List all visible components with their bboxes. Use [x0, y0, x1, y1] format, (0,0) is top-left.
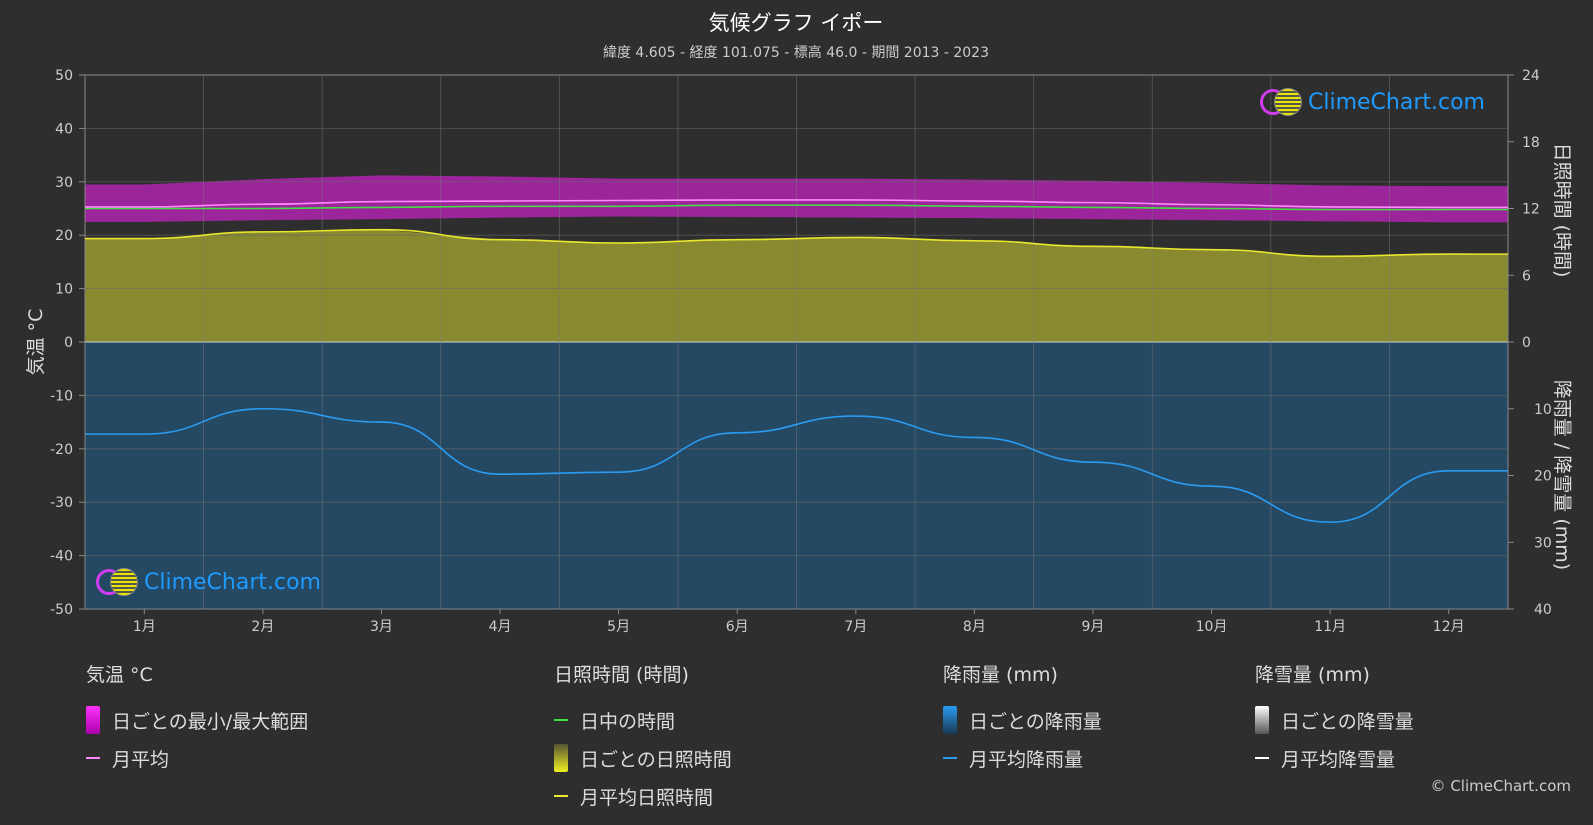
- left-tick-label: -10: [50, 388, 73, 404]
- legend-title: 日照時間 (時間): [554, 664, 689, 686]
- legend-label: 日ごとの降雪量: [1281, 710, 1414, 733]
- right-bottom-tick-label: 40: [1534, 602, 1552, 618]
- right-bottom-tick-label: 10: [1534, 402, 1552, 418]
- sunshine-avg-line: [84, 228, 1508, 258]
- swatch: [554, 795, 568, 797]
- x-tick-label: 9月: [1081, 619, 1104, 635]
- x-tick-label: 8月: [963, 619, 986, 635]
- logo-sun-icon: [1274, 88, 1302, 116]
- left-tick-label: -50: [50, 602, 73, 618]
- legend-snow: 降雪量 (mm) 日ごとの降雪量 月平均降雪量: [1255, 660, 1414, 777]
- x-tick-label: 6月: [726, 619, 749, 635]
- logo-bottom[interactable]: ClimeChart.com: [96, 568, 321, 596]
- legend-label: 月平均: [112, 748, 170, 771]
- legend-item: 日ごとの日照時間: [554, 739, 732, 777]
- swatch: [943, 757, 957, 759]
- left-tick-label: 30: [55, 175, 73, 191]
- legend-sunshine: 日照時間 (時間) 日中の時間 日ごとの日照時間 月平均日照時間: [554, 660, 732, 815]
- logo-top[interactable]: ClimeChart.com: [1260, 88, 1485, 116]
- right-top-tick-label: 6: [1522, 268, 1531, 284]
- chart-title: 気候グラフ イポー: [709, 11, 884, 35]
- swatch: [86, 757, 100, 759]
- logo-sun-icon: [110, 568, 138, 596]
- legend-label: 日ごとの最小/最大範囲: [112, 710, 309, 733]
- right-bottom-axis-label: 降雨量 / 降雪量 (mm): [1551, 380, 1573, 570]
- swatch: [86, 706, 100, 734]
- right-top-axis-label: 日照時間 (時間): [1551, 143, 1573, 278]
- legend-item: 日ごとの降雨量: [943, 701, 1102, 739]
- logo-text: ClimeChart.com: [144, 569, 321, 595]
- swatch: [1255, 757, 1269, 759]
- x-tick-label: 3月: [370, 619, 393, 635]
- legend-title: 降雪量 (mm): [1255, 664, 1370, 686]
- legend-label: 月平均日照時間: [580, 786, 714, 809]
- legend-item: 日ごとの降雪量: [1255, 701, 1414, 739]
- right-bottom-tick-label: 20: [1534, 469, 1552, 485]
- left-tick-label: -20: [50, 442, 73, 458]
- legend-item: 月平均日照時間: [554, 777, 732, 815]
- legend-label: 日中の時間: [580, 710, 676, 733]
- x-tick-label: 11月: [1314, 619, 1346, 635]
- left-tick-label: -30: [50, 495, 73, 511]
- legend-rain: 降雨量 (mm) 日ごとの降雨量 月平均降雨量: [943, 660, 1102, 777]
- x-tick-label: 1月: [133, 619, 156, 635]
- legend-label: 月平均降雪量: [1281, 748, 1396, 771]
- left-axis-label: 気温 °C: [25, 309, 47, 376]
- left-tick-label: 0: [64, 335, 73, 351]
- left-tick-label: 10: [55, 282, 73, 298]
- legend-label: 日ごとの日照時間: [580, 748, 732, 771]
- right-top-tick-label: 18: [1522, 135, 1540, 151]
- legend-title: 気温 °C: [86, 664, 153, 686]
- right-top-tick-label: 24: [1522, 68, 1540, 84]
- legend-item: 日中の時間: [554, 701, 732, 739]
- legend-label: 月平均降雨量: [969, 748, 1084, 771]
- legend-label: 日ごとの降雨量: [969, 710, 1102, 733]
- left-tick-label: 50: [55, 68, 73, 84]
- x-tick-label: 5月: [607, 619, 630, 635]
- x-tick-label: 10月: [1196, 619, 1228, 635]
- x-tick-label: 4月: [489, 619, 512, 635]
- right-top-tick-label: 0: [1522, 335, 1531, 351]
- x-tick-label: 7月: [844, 619, 867, 635]
- x-tick-label: 2月: [251, 619, 274, 635]
- right-bottom-tick-label: 30: [1534, 535, 1552, 551]
- legend-item: 月平均降雨量: [943, 739, 1102, 777]
- left-tick-label: 20: [55, 228, 73, 244]
- swatch: [943, 706, 957, 734]
- temperature-avg-line: [84, 199, 1508, 209]
- legend-item: 日ごとの最小/最大範囲: [86, 701, 308, 739]
- logo-text: ClimeChart.com: [1308, 89, 1485, 115]
- legend-title: 降雨量 (mm): [943, 664, 1058, 686]
- left-tick-label: 40: [55, 121, 73, 137]
- x-tick-label: 12月: [1433, 619, 1465, 635]
- left-tick-label: -40: [50, 549, 73, 565]
- legend-temperature: 気温 °C 日ごとの最小/最大範囲 月平均: [86, 660, 308, 777]
- chart-subtitle: 緯度 4.605 - 経度 101.075 - 標高 46.0 - 期間 201…: [603, 44, 989, 61]
- swatch: [554, 719, 568, 721]
- swatch: [554, 744, 568, 772]
- right-top-tick-label: 12: [1522, 202, 1540, 218]
- daylight-line: [84, 204, 1508, 211]
- plot-area: 50 40 30 20 10 0 -10 -20 -30 -40 -50 24 18 12 6 0 10 20 30…: [50, 68, 1552, 635]
- swatch: [1255, 706, 1269, 734]
- legend-item: 月平均: [86, 739, 308, 777]
- copyright[interactable]: © ClimeChart.com: [1430, 777, 1571, 795]
- rain-avg-line: [84, 407, 1508, 524]
- legend-item: 月平均降雪量: [1255, 739, 1414, 777]
